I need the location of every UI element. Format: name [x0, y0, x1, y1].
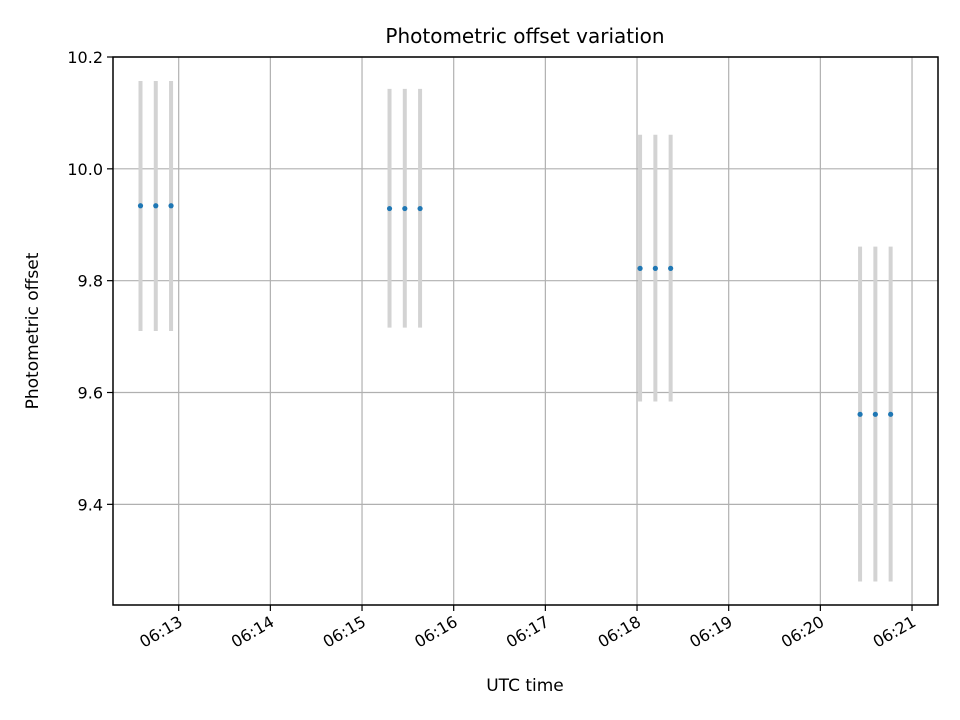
- data-point: [857, 411, 863, 417]
- y-axis-ticks: 9.4 9.6 9.8 10.0 10.2: [67, 48, 113, 514]
- x-tick-label: 06:20: [778, 612, 827, 652]
- data-point: [668, 265, 674, 271]
- x-tick-label: 06:18: [595, 612, 644, 652]
- chart-title: Photometric offset variation: [385, 24, 664, 48]
- x-tick-label: 06:17: [503, 612, 552, 652]
- x-tick-label: 06:16: [411, 612, 460, 652]
- data-point: [168, 203, 174, 209]
- error-bars: [138, 81, 893, 582]
- y-tick-label: 9.6: [78, 384, 103, 403]
- grid-lines: [113, 56, 938, 605]
- x-tick-label: 06:13: [136, 612, 185, 652]
- y-tick-label: 10.2: [67, 48, 103, 67]
- data-point: [417, 205, 423, 212]
- x-axis-label: UTC time: [486, 676, 564, 696]
- x-tick-label: 06:15: [320, 612, 369, 652]
- data-points: [137, 203, 894, 417]
- x-tick-label: 06:14: [228, 612, 277, 652]
- x-tick-label: 06:21: [870, 612, 919, 652]
- data-point: [137, 203, 144, 209]
- data-point: [153, 203, 159, 209]
- data-point: [652, 265, 658, 271]
- data-point: [888, 411, 894, 417]
- y-tick-label: 10.0: [67, 160, 103, 179]
- x-tick-label: 06:19: [686, 612, 735, 652]
- data-point: [386, 205, 393, 212]
- plot-frame: [112, 56, 939, 606]
- data-point: [872, 411, 878, 417]
- y-tick-label: 9.8: [78, 272, 103, 291]
- data-point: [402, 205, 408, 212]
- y-tick-label: 9.4: [78, 495, 103, 514]
- data-point: [637, 265, 643, 271]
- y-axis-label: Photometric offset: [23, 252, 43, 409]
- x-axis-ticks: 06:13 06:14 06:15 06:16 06:17 06:18 06:19 06:20…: [136, 605, 919, 652]
